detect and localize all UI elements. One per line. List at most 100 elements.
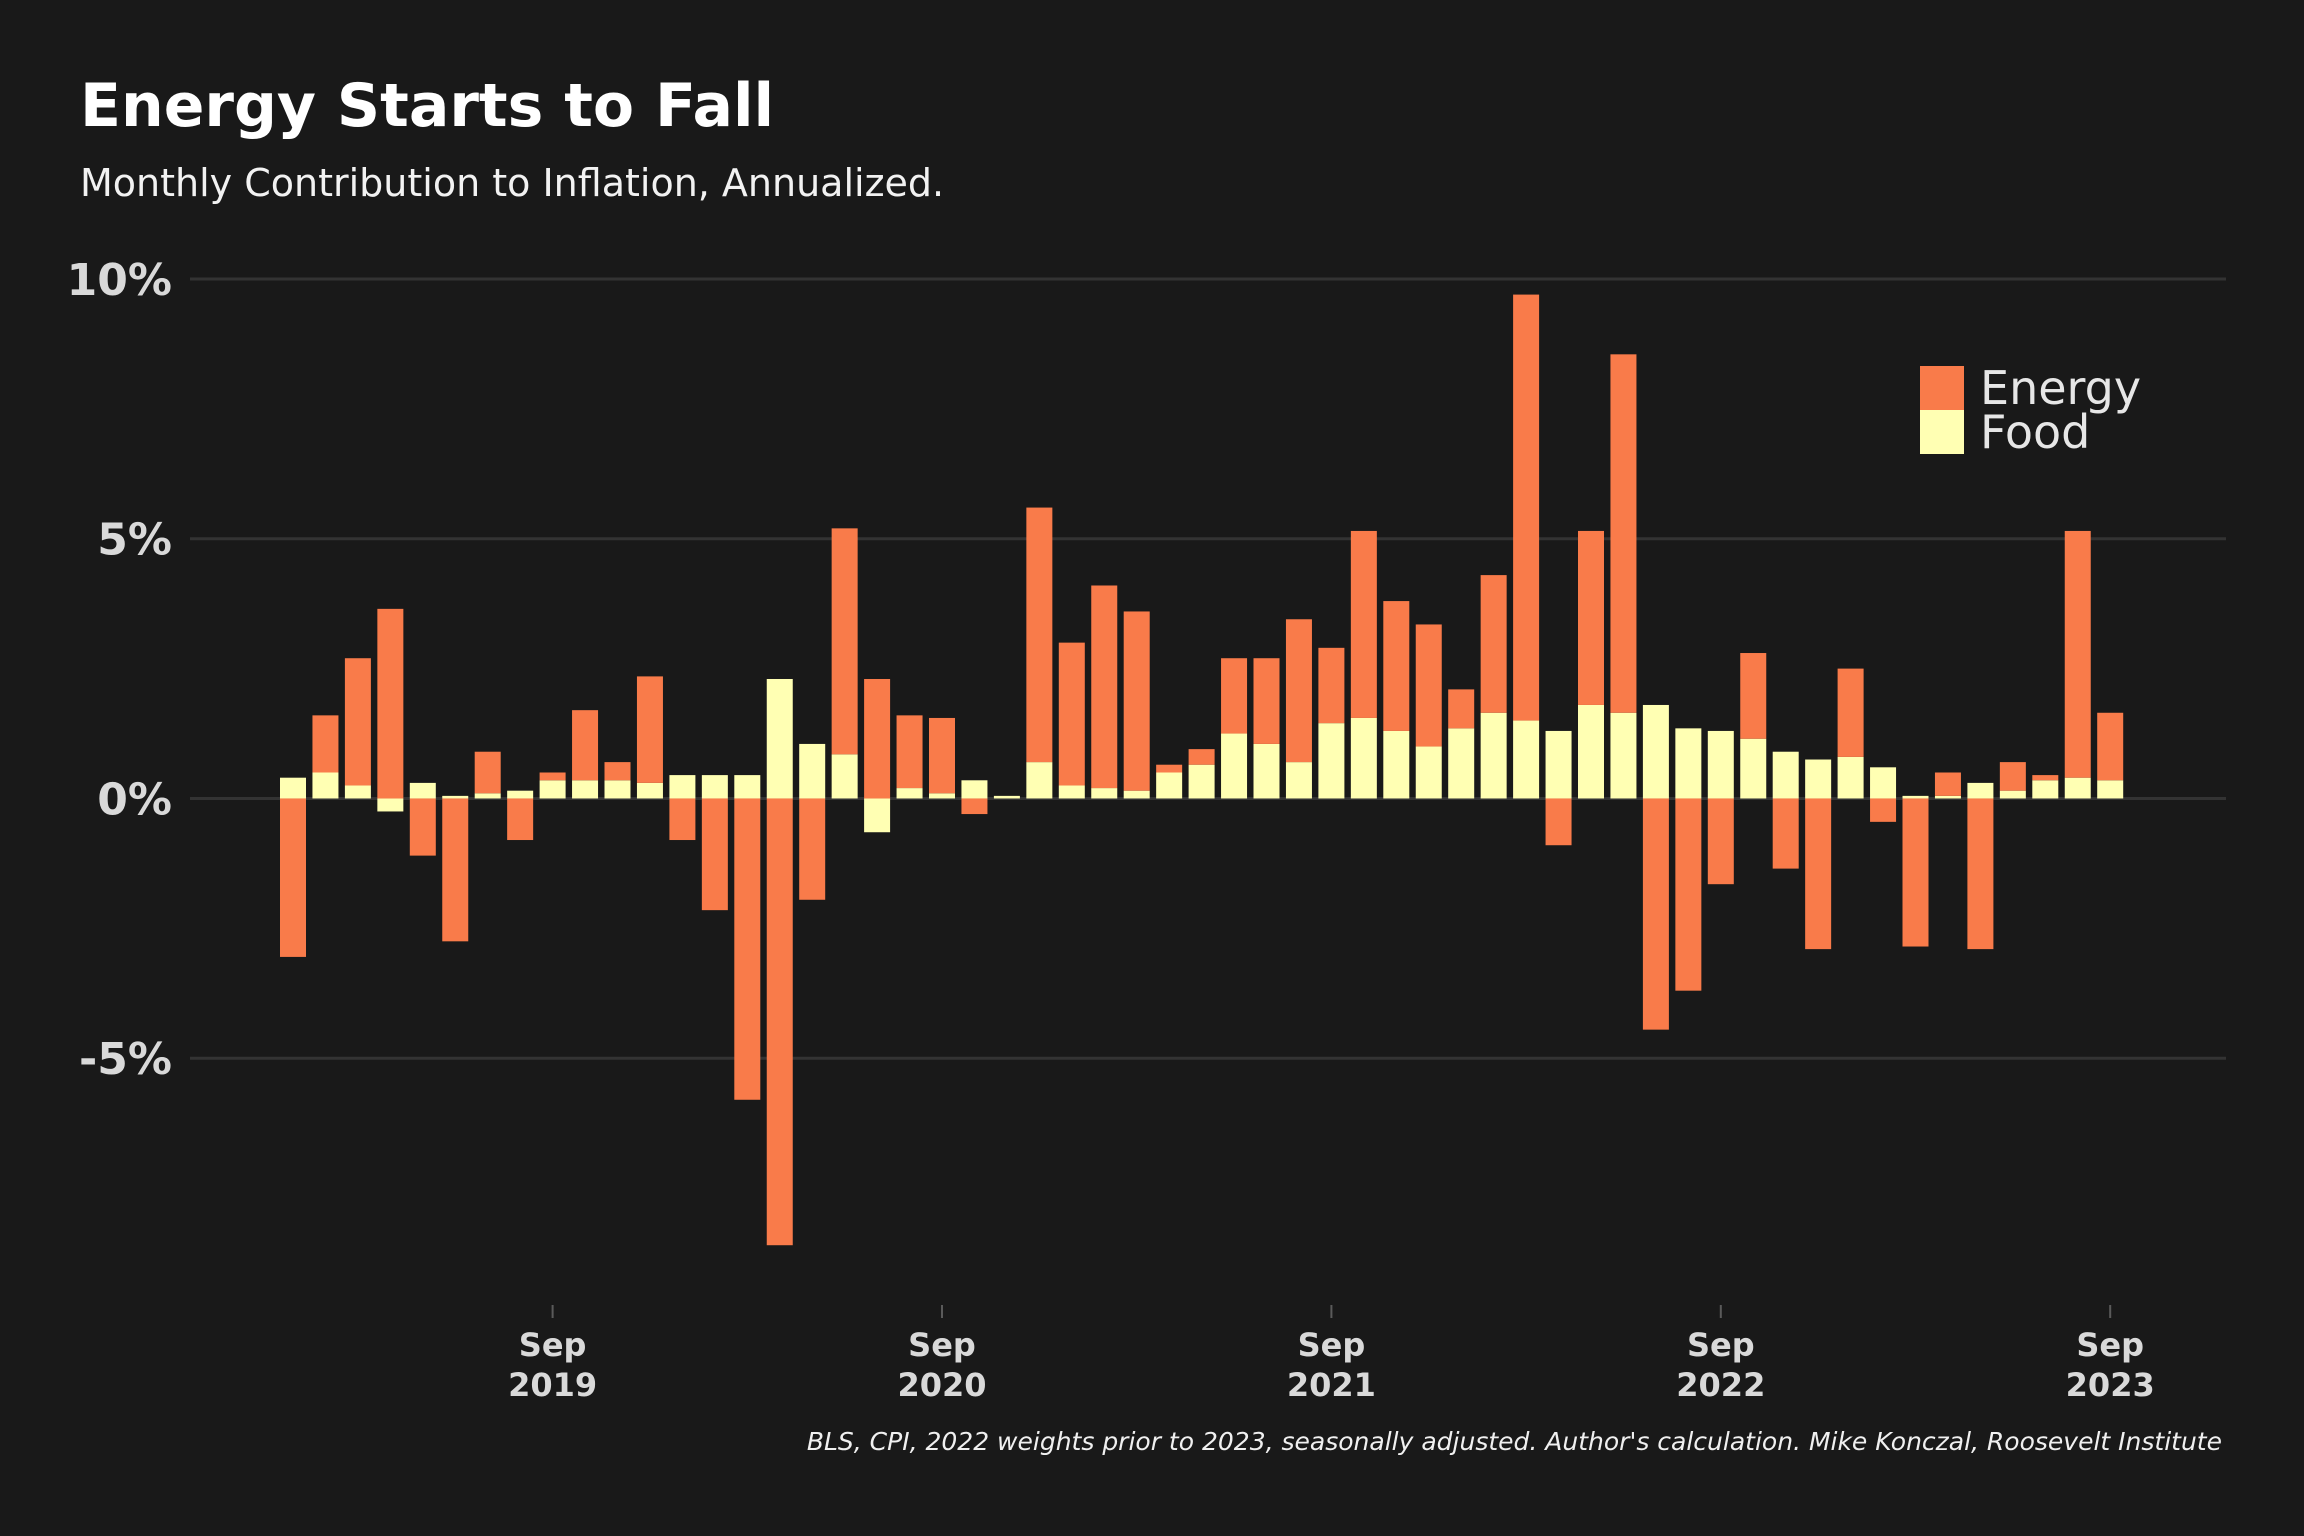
- bar-food-2023-02: [1870, 767, 1897, 799]
- bar-food-2020-12: [1026, 762, 1053, 799]
- bar-food-2021-11: [1383, 730, 1410, 799]
- bar-food-2020-06: [831, 754, 858, 799]
- bar-food-2019-02: [312, 772, 339, 799]
- y-tick-label-0: 10%: [67, 255, 172, 306]
- bar-food-2019-07: [474, 793, 501, 799]
- bar-food-2023-05: [1967, 782, 1994, 799]
- bar-energy-2019-08: [507, 798, 534, 841]
- bar-energy-2020-09: [929, 717, 955, 794]
- chart-caption: BLS, CPI, 2022 weights prior to 2023, se…: [807, 1427, 2222, 1456]
- bar-food-2019-11: [604, 780, 631, 799]
- bar-food-2022-02: [1480, 712, 1507, 799]
- bar-energy-2023-03: [1902, 798, 1929, 947]
- bar-energy-2020-04: [766, 798, 793, 1246]
- bar-energy-2020-02: [701, 798, 728, 911]
- bar-food-2021-08: [1285, 762, 1312, 799]
- bar-food-2020-09: [929, 793, 955, 799]
- bar-food-2021-09: [1318, 723, 1345, 799]
- x-tick-month-2: Sep: [1298, 1326, 1366, 1364]
- bar-energy-2022-06: [1610, 354, 1637, 713]
- bar-energy-2020-03: [734, 798, 761, 1100]
- bar-energy-2023-08: [2064, 530, 2091, 778]
- bar-food-2020-04: [766, 678, 793, 799]
- bar-energy-2019-03: [344, 658, 371, 786]
- bar-energy-2022-01: [1448, 689, 1475, 729]
- bar-food-2023-08: [2064, 777, 2091, 799]
- legend-swatch-food: [1920, 410, 1964, 454]
- bar-food-2023-03: [1902, 795, 1929, 799]
- legend-swatch-energy: [1920, 366, 1964, 410]
- bar-food-2019-03: [344, 785, 371, 799]
- bar-food-2021-12: [1415, 746, 1442, 799]
- bar-energy-2021-03: [1123, 611, 1150, 791]
- bar-food-2023-04: [1934, 795, 1961, 799]
- bar-energy-2021-05: [1188, 749, 1215, 765]
- y-tick-label-2: 0%: [97, 774, 172, 825]
- bar-food-2020-02: [701, 775, 728, 799]
- bar-food-2019-01: [280, 777, 306, 799]
- bar-food-2019-10: [572, 780, 599, 799]
- chart-title: Energy Starts to Fall: [80, 71, 774, 141]
- bar-energy-2022-03: [1513, 294, 1540, 721]
- y-tick-label-3: -5%: [79, 1034, 172, 1085]
- bar-energy-2021-10: [1350, 530, 1377, 718]
- bar-food-2020-07: [864, 798, 891, 833]
- bar-energy-2019-12: [636, 676, 663, 783]
- bar-energy-2021-12: [1415, 624, 1442, 747]
- bar-food-2021-06: [1221, 733, 1248, 799]
- bar-energy-2023-02: [1870, 798, 1897, 822]
- bar-food-2022-12: [1805, 759, 1832, 799]
- bar-energy-2021-09: [1318, 647, 1345, 724]
- legend-label-food: Food: [1980, 405, 2090, 459]
- bar-food-2020-08: [896, 788, 923, 799]
- x-tick-month-3: Sep: [1687, 1326, 1755, 1364]
- bar-energy-2019-06: [442, 798, 469, 942]
- bar-energy-2020-08: [896, 715, 923, 789]
- bar-energy-2020-05: [799, 798, 826, 900]
- bar-food-2020-11: [993, 795, 1020, 799]
- bar-energy-2023-07: [2032, 775, 2059, 781]
- bar-food-2021-01: [1058, 785, 1085, 799]
- bar-energy-2020-12: [1026, 507, 1053, 763]
- bar-energy-2022-10: [1740, 653, 1767, 739]
- bar-food-2023-06: [1999, 790, 2026, 799]
- bar-energy-2021-08: [1285, 619, 1312, 763]
- bar-energy-2019-10: [572, 710, 599, 781]
- bar-energy-2020-10: [961, 798, 988, 815]
- bar-energy-2021-02: [1091, 585, 1118, 789]
- bar-food-2020-03: [734, 775, 761, 799]
- x-tick-year-2: 2021: [1287, 1366, 1376, 1404]
- bar-energy-2019-01: [280, 798, 306, 957]
- bar-food-2019-05: [409, 782, 436, 799]
- bar-food-2022-07: [1642, 704, 1669, 799]
- bar-food-2023-01: [1837, 756, 1864, 799]
- bar-food-2021-05: [1188, 764, 1215, 799]
- bar-food-2022-05: [1578, 704, 1604, 799]
- bar-energy-2023-06: [1999, 762, 2026, 791]
- x-tick-year-3: 2022: [1676, 1366, 1765, 1404]
- bar-food-2021-07: [1253, 743, 1280, 799]
- bar-food-2021-10: [1350, 717, 1377, 799]
- bar-energy-2022-09: [1707, 798, 1734, 885]
- bar-energy-2020-07: [864, 678, 891, 799]
- x-tick-month-0: Sep: [519, 1326, 587, 1364]
- bar-energy-2022-05: [1578, 530, 1604, 705]
- y-axis: 10% 5% 0% -5%: [67, 255, 172, 1085]
- bar-food-2021-02: [1091, 788, 1118, 799]
- bar-food-2022-01: [1448, 728, 1475, 799]
- bar-energy-2022-07: [1642, 798, 1669, 1030]
- bar-food-2022-10: [1740, 738, 1767, 799]
- bar-food-2019-08: [507, 790, 534, 799]
- bar-energy-2023-05: [1967, 798, 1994, 950]
- bar-food-2022-04: [1545, 730, 1572, 799]
- bar-energy-2023-04: [1934, 772, 1961, 796]
- bar-energy-2020-01: [669, 798, 696, 841]
- bar-food-2022-06: [1610, 712, 1637, 799]
- bar-energy-2023-09: [2097, 712, 2124, 781]
- bar-energy-2020-06: [831, 528, 858, 755]
- bar-energy-2022-02: [1480, 575, 1507, 713]
